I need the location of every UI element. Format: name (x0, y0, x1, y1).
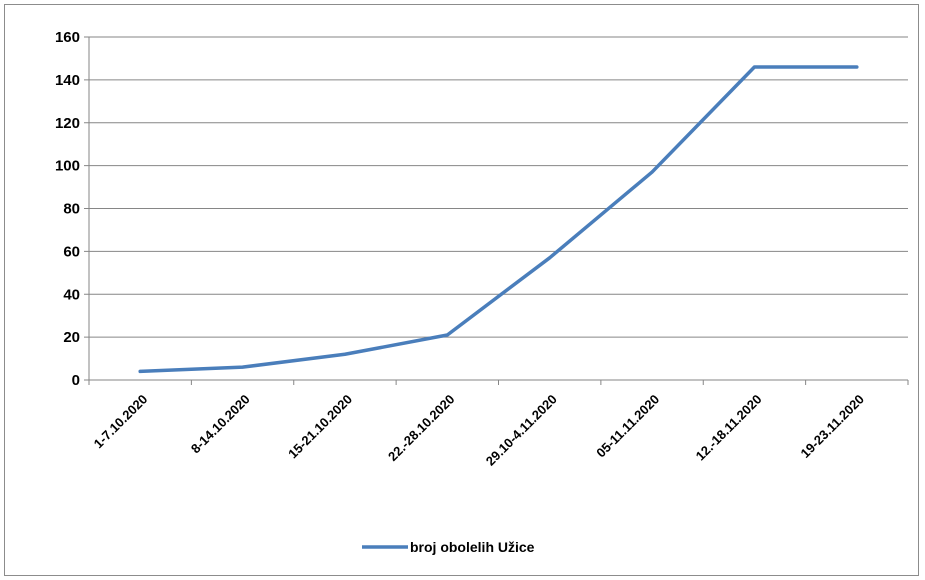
x-tick-label: 1-7.10.2020 (91, 392, 151, 452)
data-point (548, 256, 552, 260)
y-tick-label: 20 (63, 329, 80, 346)
data-point (241, 365, 245, 369)
x-tick-label: 05-11.11.2020 (593, 392, 662, 461)
chart-frame (4, 4, 919, 576)
y-tick-label: 40 (63, 286, 80, 303)
data-point (752, 65, 756, 69)
data-point (138, 369, 142, 373)
x-tick-label: 15-21.10.2020 (285, 392, 355, 462)
x-tick-label: 19-23.11.2020 (798, 392, 867, 461)
y-tick-label: 160 (55, 29, 80, 46)
y-tick-label: 60 (63, 243, 80, 260)
series-line (138, 65, 859, 374)
x-tick-label: 12.-18.11.2020 (693, 392, 765, 464)
x-tick-label: 29.10-4.11.2020 (483, 392, 560, 469)
y-tick-label: 80 (63, 201, 80, 218)
y-tick-label: 100 (55, 158, 80, 175)
y-tick-label: 140 (55, 72, 80, 89)
x-tick-label: 22.-28.10.2020 (385, 392, 457, 464)
data-point (343, 352, 347, 356)
data-point (650, 170, 654, 174)
y-tick-label: 0 (72, 372, 80, 389)
x-tick-label: 8-14.10.2020 (188, 392, 253, 457)
legend-label: broj obolelih Užice (410, 539, 535, 555)
y-tick-label: 120 (55, 115, 80, 132)
data-point (855, 65, 859, 69)
data-point (445, 333, 449, 337)
